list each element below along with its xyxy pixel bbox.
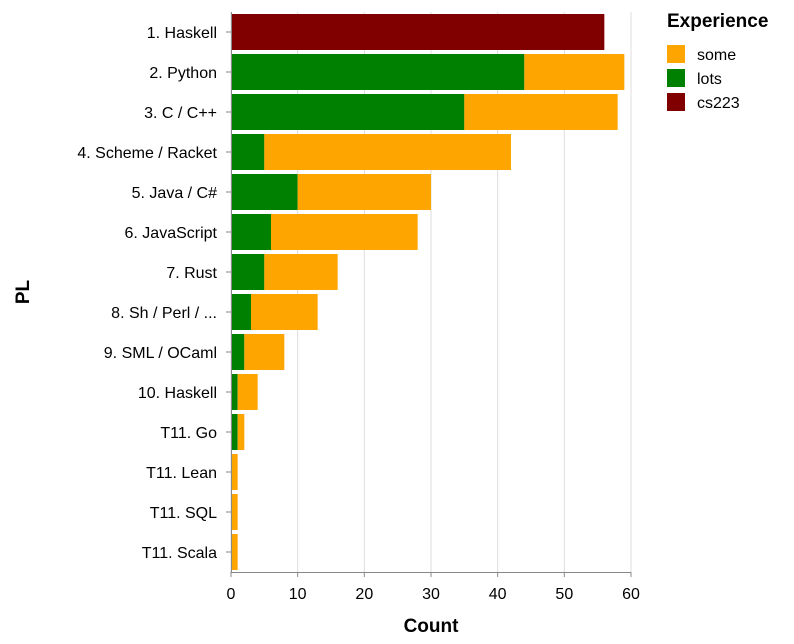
- legend-title: Experience: [667, 11, 768, 32]
- bars: [231, 14, 625, 570]
- y-axis: 1. Haskell 2. Python 3. C / C++ 4. Scheme /…: [77, 12, 232, 572]
- y-tick-label: 6. JavaScript: [125, 225, 218, 242]
- bar-some: [251, 294, 318, 330]
- bar-lots: [231, 174, 298, 210]
- bar-some: [464, 94, 618, 130]
- y-tick-label: 10. Haskell: [138, 385, 217, 402]
- x-tick-label: 0: [227, 586, 236, 603]
- x-tick-label: 50: [555, 586, 573, 603]
- y-tick-label: 4. Scheme / Racket: [77, 145, 217, 162]
- legend-label: some: [697, 47, 736, 64]
- y-tick-label: T11. Scala: [142, 545, 217, 562]
- legend: Experience some lots cs223: [667, 11, 768, 112]
- x-tick-label: 40: [489, 586, 507, 603]
- bar-cs223: [231, 14, 605, 50]
- bar-some: [264, 134, 511, 170]
- bar-lots: [231, 294, 251, 330]
- y-tick-label: 2. Python: [149, 65, 217, 82]
- x-tick-label: 60: [622, 586, 640, 603]
- bar-some: [237, 414, 245, 450]
- legend-swatch-lots: [667, 69, 685, 87]
- bar-some: [264, 254, 338, 290]
- y-tick-label: 8. Sh / Perl / ...: [111, 305, 217, 322]
- legend-swatch-some: [667, 45, 685, 63]
- x-tick-label: 30: [422, 586, 440, 603]
- legend-label: cs223: [697, 95, 740, 112]
- x-axis: 0 10 20 30 40 50 60: [227, 572, 640, 603]
- x-axis-title: Count: [404, 616, 460, 637]
- bar-lots: [231, 414, 238, 450]
- y-tick-label: 1. Haskell: [147, 25, 217, 42]
- bar-some: [524, 54, 625, 90]
- bar-some: [244, 334, 285, 370]
- bar-some: [231, 534, 238, 570]
- bar-lots: [231, 54, 525, 90]
- x-tick-label: 20: [355, 586, 373, 603]
- bar-some: [231, 494, 238, 530]
- y-tick-label: 5. Java / C#: [132, 185, 217, 202]
- y-tick-label: 7. Rust: [166, 265, 217, 282]
- y-tick-label: T11. Lean: [146, 465, 217, 482]
- y-axis-title: PL: [13, 279, 34, 304]
- y-tick-label: T11. SQL: [150, 505, 217, 522]
- bar-lots: [231, 94, 465, 130]
- bar-some: [237, 374, 258, 410]
- bar-lots: [231, 134, 265, 170]
- bar-some: [297, 174, 431, 210]
- bar-some: [271, 214, 418, 250]
- bar-lots: [231, 374, 238, 410]
- y-tick-label: 9. SML / OCaml: [104, 345, 217, 362]
- bar-lots: [231, 334, 245, 370]
- bar-lots: [231, 254, 265, 290]
- bar-lots: [231, 214, 271, 250]
- y-tick-label: 3. C / C++: [144, 105, 217, 122]
- legend-swatch-cs223: [667, 93, 685, 111]
- y-tick-label: T11. Go: [160, 425, 217, 442]
- legend-label: lots: [697, 71, 722, 88]
- x-tick-label: 10: [289, 586, 307, 603]
- bar-some: [231, 454, 238, 490]
